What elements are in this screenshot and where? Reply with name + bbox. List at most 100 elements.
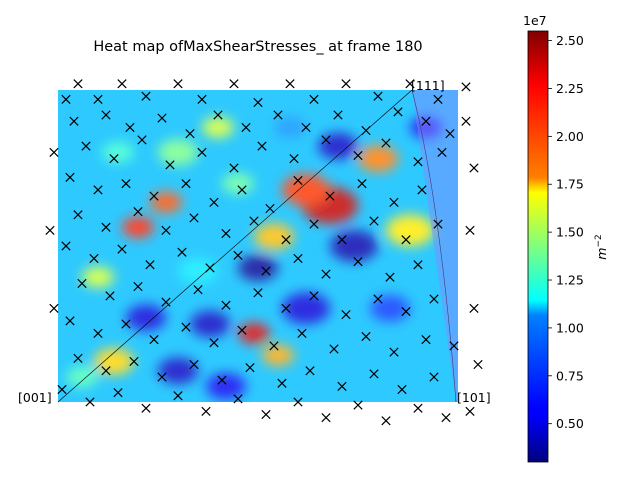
triangle-diagonal: [57, 89, 413, 403]
grain-marker: [421, 334, 431, 345]
grain-marker: [325, 191, 335, 201]
colorbar-label-exponent: −2: [594, 234, 604, 247]
grain-marker: [465, 225, 475, 236]
grain-marker: [277, 378, 287, 388]
heatmap-hotspot: [410, 116, 442, 139]
grain-marker: [381, 416, 391, 426]
grain-marker: [465, 406, 475, 416]
grain-marker: [361, 125, 371, 136]
grain-marker: [121, 178, 131, 189]
grain-marker: [353, 256, 363, 267]
grain-marker: [369, 216, 379, 226]
grain-marker: [389, 347, 399, 357]
colorbar-tick-label: 2.50: [556, 33, 584, 48]
grain-marker: [461, 116, 471, 126]
grain-marker: [385, 272, 395, 282]
grain-marker: [341, 310, 351, 320]
grain-marker: [305, 366, 315, 376]
grain-marker: [157, 372, 167, 382]
grain-marker: [165, 160, 175, 170]
colorbar-tick-label: 1.75: [556, 177, 584, 192]
grain-marker: [101, 110, 111, 120]
colorbar-multiplier: 1e7: [523, 13, 547, 28]
grain-marker: [293, 175, 303, 186]
colorbar-tick-label: 0.75: [556, 368, 584, 383]
heatmap-hotspot: [206, 373, 246, 400]
grain-marker: [161, 225, 171, 236]
grain-marker: [133, 281, 143, 292]
grain-marker: [421, 116, 431, 126]
grain-marker: [81, 141, 91, 151]
grain-marker: [109, 154, 119, 164]
corner-label-101: [101]: [457, 390, 491, 405]
grain-marker: [297, 328, 307, 338]
grain-marker: [145, 260, 155, 270]
grain-marker: [437, 147, 447, 158]
grain-marker: [237, 185, 247, 195]
colorbar-tick-label: 2.00: [556, 129, 584, 144]
grain-marker: [273, 110, 283, 120]
grain-marker: [357, 178, 367, 189]
grain-marker: [77, 278, 87, 289]
heatmap-veil: [58, 90, 458, 402]
grain-marker: [241, 122, 251, 133]
grain-marker: [321, 269, 331, 279]
grain-marker: [413, 403, 423, 413]
heatmap-hotspot: [386, 214, 434, 247]
grain-marker: [309, 219, 319, 229]
grain-marker: [301, 122, 311, 133]
grain-marker: [441, 412, 451, 423]
grain-marker: [105, 291, 115, 301]
grain-marker: [237, 325, 247, 335]
grain-marker: [117, 79, 127, 89]
grain-marker: [57, 384, 67, 395]
heatmap-hotspot: [66, 366, 98, 388]
heatmap-hotspot: [222, 172, 254, 195]
grain-marker: [389, 197, 399, 207]
grain-marker: [221, 228, 231, 239]
grain-marker: [93, 185, 103, 195]
heatmap-hotspot: [178, 257, 218, 285]
grain-marker: [193, 285, 203, 295]
grain-marker: [253, 97, 263, 108]
heatmap-hotspot: [358, 145, 398, 172]
grain-marker: [289, 154, 299, 164]
grain-marker: [249, 216, 259, 226]
grain-marker: [229, 79, 239, 89]
grain-marker: [213, 110, 223, 120]
grain-marker: [125, 122, 135, 133]
grain-marker: [381, 138, 391, 148]
grain-marker: [197, 94, 207, 104]
grain-marker: [189, 213, 199, 223]
heatmap-hotspot: [318, 132, 358, 160]
grain-marker: [197, 147, 207, 158]
colorbar-label: m−2: [594, 234, 609, 259]
heatmap-area: [58, 90, 458, 402]
heatmap-hotspot: [158, 357, 198, 385]
grain-marker: [257, 141, 267, 151]
heatmap-hotspot: [282, 292, 330, 325]
grain-marker: [469, 163, 479, 173]
grain-marker: [309, 291, 319, 301]
grain-marker: [433, 219, 443, 229]
outside-triangle-shade: [412, 90, 458, 402]
grain-marker: [281, 235, 291, 245]
grain-marker: [445, 129, 455, 139]
grain-marker: [69, 116, 79, 126]
corner-label-111: [111]: [411, 78, 445, 93]
grain-marker: [73, 210, 83, 220]
heatmap-hotspot: [238, 254, 278, 282]
grain-marker: [401, 306, 411, 317]
grain-marker: [233, 250, 243, 260]
heatmap-hotspot: [126, 304, 166, 332]
grain-marker: [401, 235, 411, 245]
grain-marker: [141, 403, 151, 413]
colorbar: 0.50 0.75 1.00 1.25 1.50 1.75 2.00 2.25 2.50 1e7…: [523, 13, 609, 463]
grain-marker: [413, 157, 423, 167]
grain-marker: [329, 344, 339, 354]
grain-marker: [201, 406, 211, 416]
grain-markers: [45, 79, 483, 426]
colorbar-tick-label: 2.25: [556, 81, 584, 96]
grain-marker: [393, 107, 403, 117]
